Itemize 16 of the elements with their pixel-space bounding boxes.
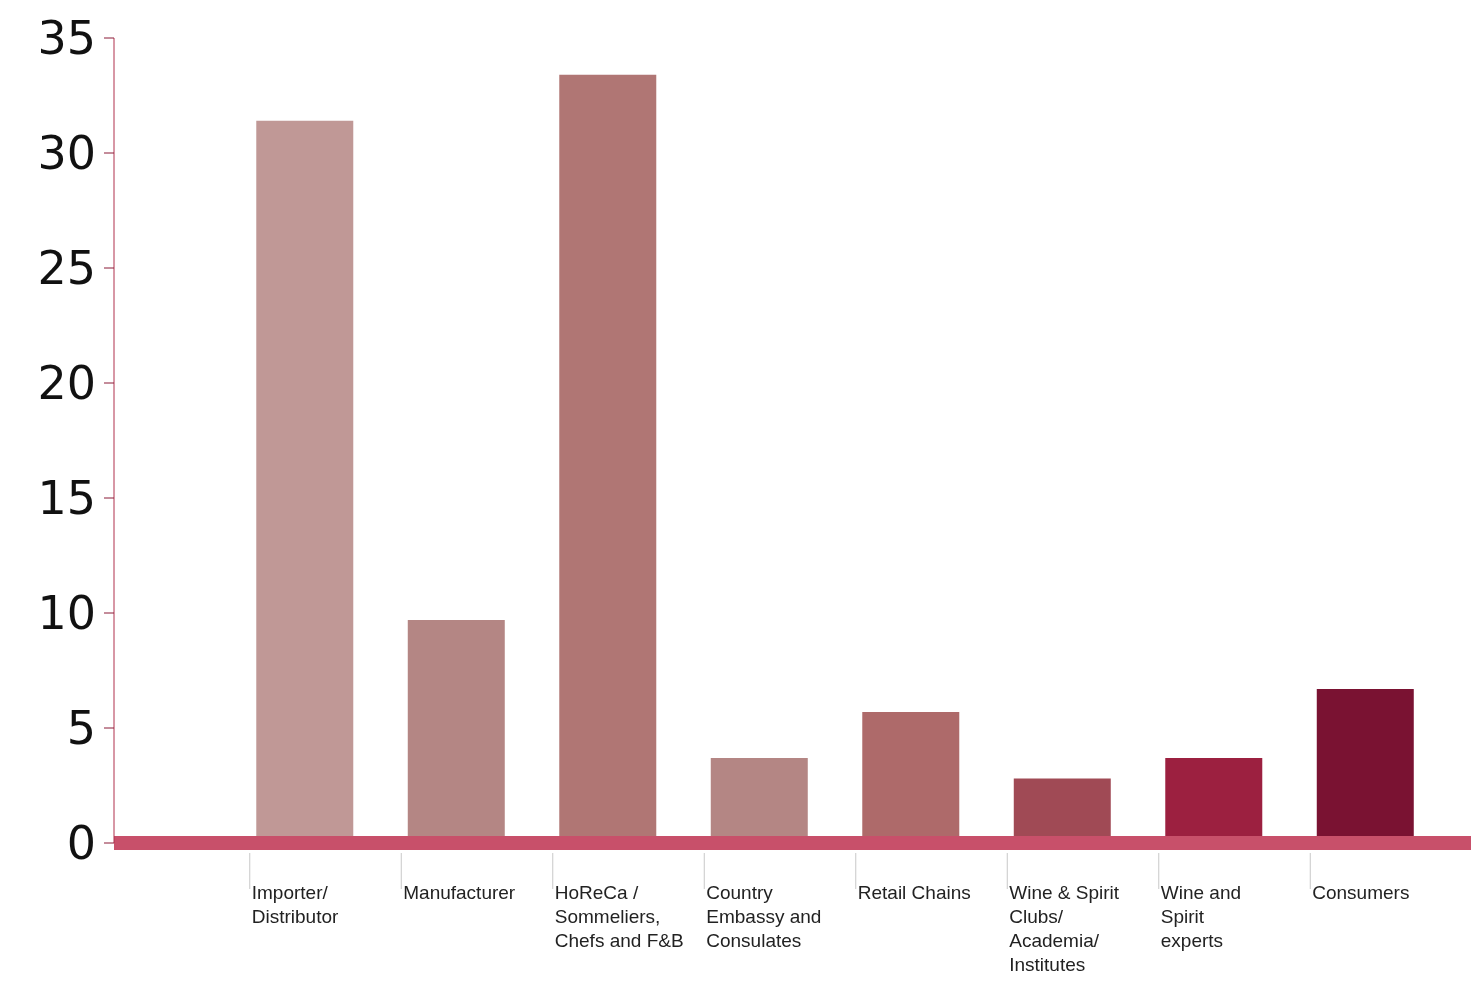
x-tick-label: Importer/ Distributor xyxy=(251,882,339,927)
y-tick-label: 25 xyxy=(37,241,96,295)
x-tick-label: Country Embassy and Consulates xyxy=(706,882,822,951)
y-tick-label: 20 xyxy=(37,356,96,410)
x-tick-label: Consumers xyxy=(1312,882,1410,903)
y-tick-label: 35 xyxy=(37,11,96,65)
y-tick-label: 0 xyxy=(66,816,96,870)
y-tick-label: 30 xyxy=(37,126,96,180)
y-tick-label: 15 xyxy=(37,471,96,525)
x-tick-label: Retail Chains xyxy=(857,882,971,903)
x-tick-label: Wine & Spirit Clubs/ Academia/ Institutes xyxy=(1009,882,1120,975)
y-tick-label: 5 xyxy=(66,701,96,755)
x-tick-label: HoReCa / Sommeliers, Chefs and F&B xyxy=(554,882,684,951)
y-tick-label: 10 xyxy=(37,586,96,640)
x-tick-label: Manufacturer xyxy=(403,882,516,903)
x-tick-label: Wine and Spirit experts xyxy=(1160,882,1242,951)
